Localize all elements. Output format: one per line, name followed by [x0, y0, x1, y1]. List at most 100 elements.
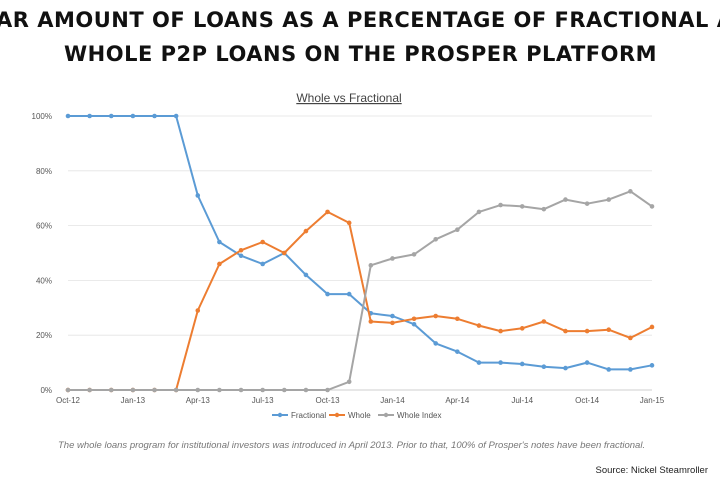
- data-point: [65, 387, 71, 393]
- data-point: [260, 239, 265, 245]
- data-point: [606, 367, 612, 372]
- series-line-whole: [68, 210, 653, 391]
- data-point: [108, 113, 114, 119]
- x-tick-label: Oct-12: [56, 396, 81, 405]
- data-point: [476, 360, 482, 365]
- data-point: [519, 326, 525, 331]
- data-point: [346, 220, 352, 226]
- data-point: [260, 387, 265, 393]
- data-point: [628, 189, 633, 194]
- data-point: [130, 113, 136, 119]
- data-point: [541, 364, 547, 370]
- data-point: [152, 113, 157, 119]
- data-point: [130, 387, 136, 393]
- data-point: [195, 193, 201, 198]
- data-point: [217, 261, 222, 267]
- data-point: [411, 252, 417, 257]
- data-point: [519, 361, 525, 367]
- page-heading-line2: WHOLE P2P LOANS ON THE PROSPER PLATFORM: [64, 42, 658, 66]
- data-point: [281, 250, 287, 256]
- data-point: [390, 313, 395, 319]
- data-point: [173, 387, 179, 393]
- x-tick-label: Apr-14: [445, 396, 470, 405]
- data-point: [238, 253, 244, 259]
- data-point: [498, 328, 503, 334]
- data-point: [455, 349, 460, 354]
- data-point: [541, 206, 547, 212]
- data-point: [563, 328, 568, 334]
- data-point: [238, 387, 244, 393]
- data-point: [411, 321, 417, 327]
- source-note: Source: Nickel Steamroller: [595, 465, 708, 476]
- data-point: [476, 323, 482, 328]
- data-point: [628, 367, 633, 372]
- data-point: [498, 202, 503, 208]
- data-point: [346, 291, 352, 297]
- data-point: [649, 204, 655, 209]
- data-point: [519, 204, 525, 209]
- data-point: [541, 319, 547, 324]
- legend-marker: [277, 412, 283, 418]
- data-point: [606, 327, 612, 333]
- data-point: [390, 256, 395, 261]
- line-chart: Whole vs Fractional 0% 20% 40% 60% 80% 100% Oc…: [32, 91, 665, 420]
- legend-label: Fractional: [291, 411, 326, 420]
- data-point: [584, 328, 590, 334]
- page-heading-line1: AR AMOUNT OF LOANS AS A PERCENTAGE OF FR…: [0, 8, 720, 32]
- y-tick-label: 0%: [40, 386, 52, 395]
- data-point: [563, 197, 568, 202]
- data-point: [433, 237, 439, 242]
- data-point: [87, 113, 92, 119]
- data-point: [260, 261, 265, 267]
- data-point: [584, 201, 590, 206]
- grid-lines: [68, 115, 652, 336]
- data-point: [584, 360, 590, 365]
- data-point: [325, 387, 330, 393]
- y-tick-label: 20%: [36, 331, 52, 340]
- data-point: [649, 363, 655, 368]
- x-tick-label: Jan-13: [121, 396, 146, 405]
- chart-caption: The whole loans program for institutiona…: [58, 440, 646, 451]
- data-point: [433, 313, 439, 319]
- legend-marker: [383, 412, 389, 418]
- legend-label: Whole Index: [397, 411, 441, 420]
- axes: 0% 20% 40% 60% 80% 100% Oct-12 Jan-13 Apr-13 Jul-…: [32, 112, 665, 405]
- data-point: [606, 197, 612, 202]
- data-point: [217, 387, 222, 393]
- y-tick-label: 100%: [32, 112, 52, 121]
- data-point: [65, 113, 71, 119]
- data-point: [390, 320, 395, 326]
- series-line-whole-index: [68, 190, 653, 391]
- legend: Fractional Whole Whole Index: [272, 411, 441, 420]
- data-point: [455, 316, 460, 322]
- data-point: [152, 387, 157, 393]
- data-point: [303, 387, 309, 393]
- data-point: [173, 113, 179, 119]
- y-tick-label: 40%: [36, 276, 52, 285]
- data-point: [455, 227, 460, 233]
- data-point: [303, 228, 309, 234]
- data-point: [87, 387, 92, 393]
- x-tick-label: Jan-15: [640, 396, 665, 405]
- x-tick-label: Jul-14: [511, 396, 533, 405]
- data-point: [281, 387, 287, 393]
- x-tick-label: Oct-14: [575, 396, 600, 405]
- series-line-fractional: [68, 115, 653, 371]
- data-point: [563, 365, 568, 371]
- x-tick-label: Jul-13: [252, 396, 274, 405]
- data-point: [325, 209, 330, 215]
- legend-marker: [334, 412, 340, 418]
- data-point: [411, 316, 417, 322]
- x-tick-label: Apr-13: [186, 396, 211, 405]
- data-point: [433, 341, 439, 346]
- x-tick-label: Oct-13: [316, 396, 341, 405]
- data-point: [628, 335, 633, 341]
- data-point: [217, 239, 222, 245]
- data-point: [476, 209, 482, 215]
- data-point: [649, 324, 655, 330]
- chart-title: Whole vs Fractional: [296, 91, 401, 105]
- data-point: [498, 360, 503, 365]
- data-point: [368, 319, 374, 324]
- y-tick-label: 60%: [36, 222, 52, 231]
- data-point: [368, 263, 374, 268]
